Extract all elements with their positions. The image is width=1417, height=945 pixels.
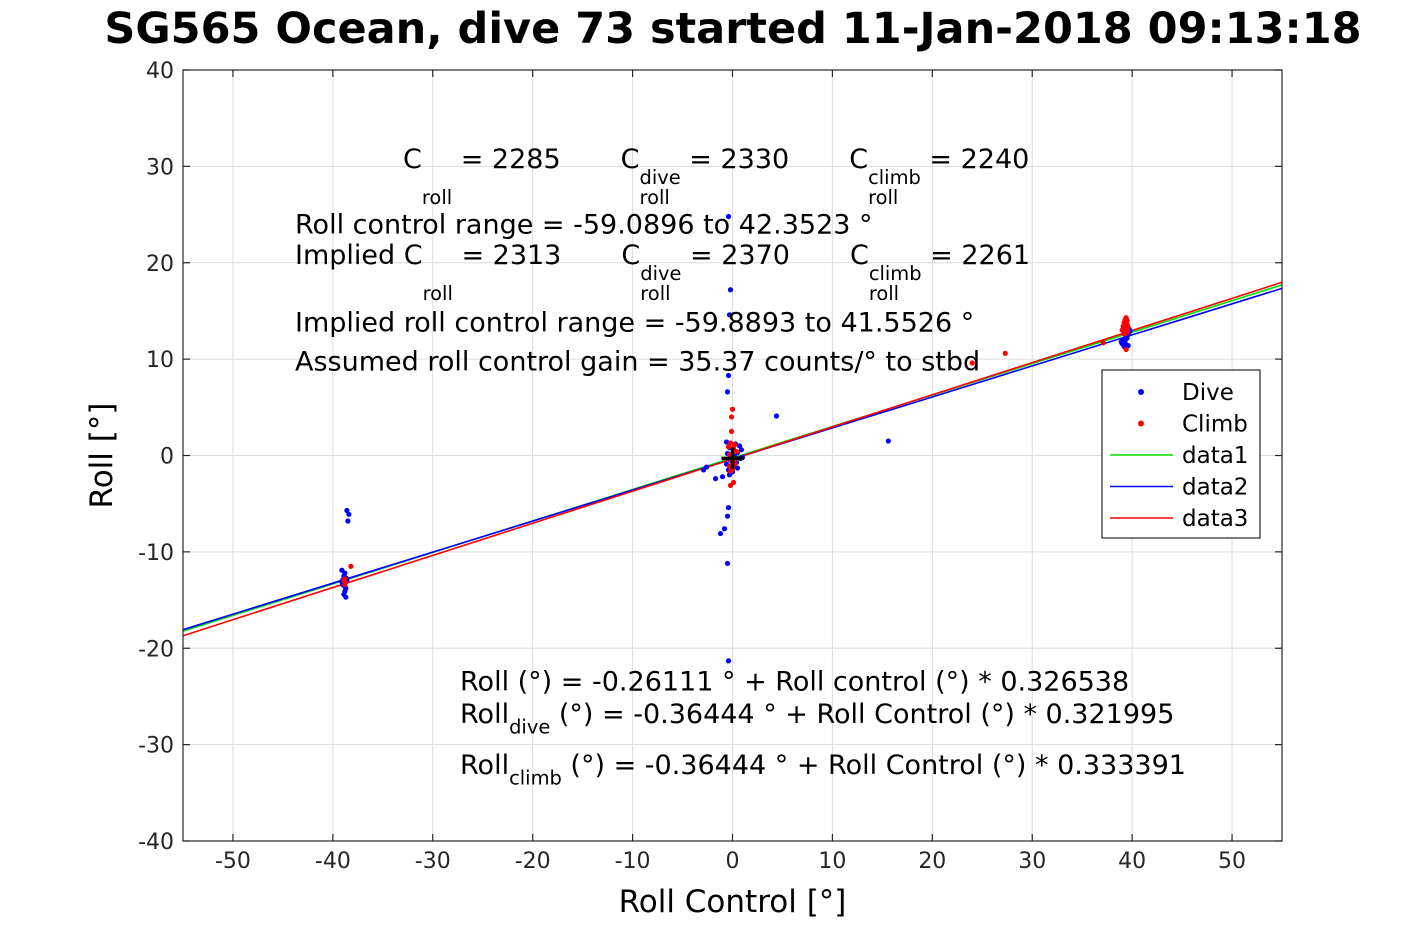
svg-text:0: 0 bbox=[726, 849, 740, 874]
tick-marks bbox=[183, 69, 1282, 842]
tick-labels: -50 -40 -30 -20 -10 0 10 20 30 40 50 -40 -30 -20 -10 0 1… bbox=[138, 59, 1246, 874]
annotation-fit-dive: Rolldive (°) = -0.36444 ° + Roll Control… bbox=[460, 698, 1175, 739]
annotation-fit-all: Roll (°) = -0.26111 ° + Roll control (°)… bbox=[460, 666, 1130, 698]
svg-text:-30: -30 bbox=[138, 734, 174, 759]
legend-label-data1: data1 bbox=[1182, 443, 1248, 469]
svg-text:40: 40 bbox=[1118, 849, 1146, 874]
legend-label-climb: Climb bbox=[1182, 412, 1248, 438]
svg-text:-40: -40 bbox=[138, 830, 174, 855]
x-axis-label: Roll Control [°] bbox=[619, 884, 847, 920]
legend-marker-dive bbox=[1138, 389, 1144, 395]
svg-text:20: 20 bbox=[146, 252, 174, 277]
svg-text:20: 20 bbox=[918, 849, 946, 874]
svg-text:10: 10 bbox=[146, 348, 174, 373]
legend: Dive Climb data1 data2 data3 bbox=[1101, 369, 1261, 539]
annotation-implied-roll-control-range: Implied roll control range = -59.8893 to… bbox=[295, 307, 975, 339]
svg-text:-20: -20 bbox=[515, 849, 551, 874]
chart-title: SG565 Ocean, dive 73 started 11-Jan-2018… bbox=[104, 4, 1362, 54]
scatter-climb bbox=[341, 315, 1131, 588]
svg-text:-50: -50 bbox=[215, 849, 251, 874]
plus-marker bbox=[721, 447, 744, 470]
svg-text:40: 40 bbox=[146, 59, 174, 84]
svg-text:0: 0 bbox=[160, 445, 174, 470]
svg-text:-10: -10 bbox=[138, 541, 174, 566]
svg-text:-20: -20 bbox=[138, 637, 174, 662]
annotation-roll-control-range: Roll control range = -59.0896 to 42.3523… bbox=[295, 209, 873, 241]
legend-label-data2: data2 bbox=[1182, 475, 1248, 501]
annotation-assumed-gain: Assumed roll control gain = 35.37 counts… bbox=[295, 346, 981, 378]
svg-text:-30: -30 bbox=[415, 849, 451, 874]
legend-label-dive: Dive bbox=[1182, 380, 1234, 406]
svg-text:50: 50 bbox=[1218, 849, 1246, 874]
y-axis-label: Roll [°] bbox=[84, 403, 120, 509]
svg-text:30: 30 bbox=[146, 155, 174, 180]
legend-label-data3: data3 bbox=[1182, 506, 1248, 532]
svg-text:-10: -10 bbox=[615, 849, 651, 874]
svg-text:10: 10 bbox=[818, 849, 846, 874]
annotation-fit-climb: Rollclimb (°) = -0.36444 ° + Roll Contro… bbox=[460, 749, 1186, 790]
svg-text:-40: -40 bbox=[315, 849, 351, 874]
legend-marker-climb bbox=[1138, 420, 1144, 427]
svg-text:30: 30 bbox=[1018, 849, 1046, 874]
